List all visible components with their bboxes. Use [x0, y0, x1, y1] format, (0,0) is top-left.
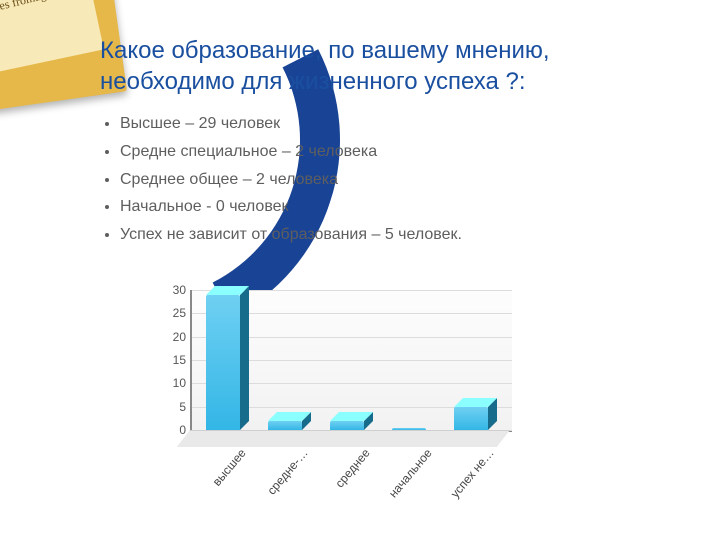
chart-bar — [206, 295, 240, 430]
chart-y-tick-label: 5 — [146, 400, 192, 414]
chart-x-tick-label: средне-… — [255, 446, 311, 509]
chart-x-tick-label: среднее — [317, 446, 373, 509]
chart-y-tick-label: 15 — [146, 353, 192, 367]
chart-y-tick-label: 20 — [146, 330, 192, 344]
bar-chart: 051015202530 высшеесредне-…среднееначаль… — [145, 290, 560, 520]
chart-y-tick-label: 25 — [146, 306, 192, 320]
bullet-item: Высшее – 29 человек — [120, 111, 680, 137]
bullet-item: Средне специальное – 2 человека — [120, 139, 680, 165]
chart-bars — [192, 290, 512, 430]
content-area: Какое образование, по вашему мнению, нео… — [100, 35, 680, 249]
bullet-item: Успех не зависит от образования – 5 чело… — [120, 222, 680, 248]
chart-bar — [268, 421, 302, 430]
slide-title: Какое образование, по вашему мнению, нео… — [100, 35, 680, 97]
bullet-list: Высшее – 29 человек Средне специальное –… — [100, 111, 680, 247]
chart-x-tick-label: начальное — [379, 446, 435, 509]
chart-bar — [330, 421, 364, 430]
chart-bar — [454, 407, 488, 430]
chart-x-tick-label: успех не… — [441, 446, 497, 509]
chart-y-tick-label: 30 — [146, 283, 192, 297]
chart-x-tick-label: высшее — [193, 446, 249, 509]
bullet-item: Среднее общее – 2 человека — [120, 167, 680, 193]
chart-plot-area: 051015202530 — [190, 290, 512, 432]
chart-floor — [177, 430, 510, 447]
chart-y-tick-label: 10 — [146, 376, 192, 390]
bullet-item: Начальное - 0 человек — [120, 194, 680, 220]
